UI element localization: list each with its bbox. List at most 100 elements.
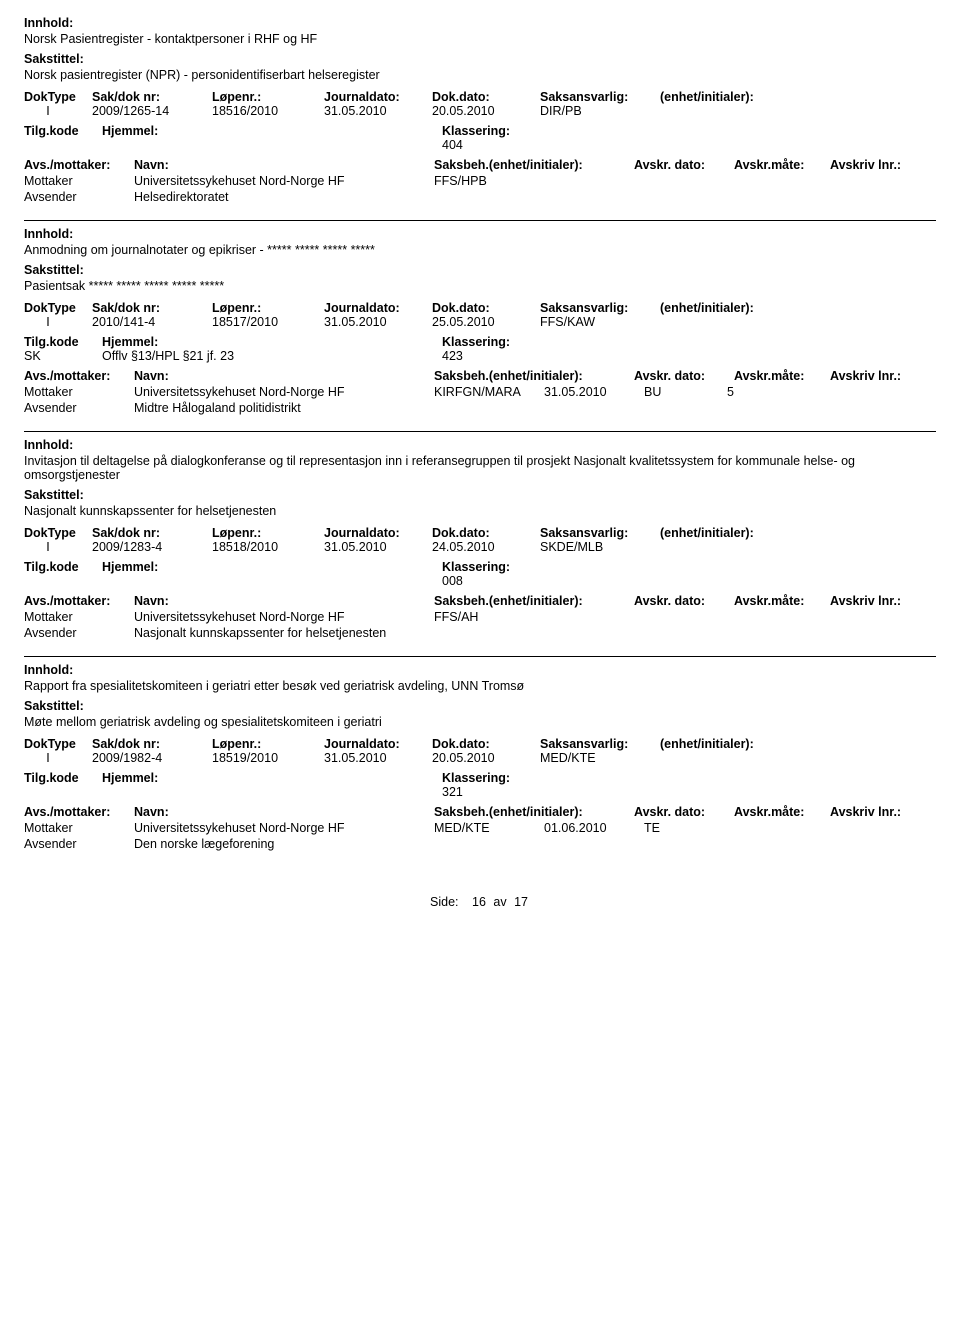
avskrivlnr-value [694,610,734,624]
sakstittel-value: Nasjonalt kunnskapssenter for helsetjene… [24,504,936,518]
jdato-value: 31.05.2010 [324,315,432,329]
footer-page-number: 16 [472,895,486,909]
saksbeh-label: Saksbeh.(enhet/initialer): [434,594,634,608]
avskrivlnr-label: Avskriv lnr.: [830,369,920,383]
sakdok-label: Sak/dok nr: [92,526,212,540]
meta-header-row: DokType Sak/dok nr: Løpenr.: Journaldato… [24,737,936,751]
avskrmate-label: Avskr.måte: [734,158,830,172]
avsender-name: Den norske lægeforening [134,837,434,851]
sakstittel-value: Møte mellom geriatrisk avdeling og spesi… [24,715,936,729]
jdato-label: Journaldato: [324,526,432,540]
saksansv-value: MED/KTE [540,751,660,765]
hjemmel-value [102,138,442,152]
klassering-value: 423 [442,349,562,363]
mottaker-role: Mottaker [24,174,134,188]
hjemmel-label: Hjemmel: [102,771,442,785]
ddato-value: 25.05.2010 [432,315,540,329]
tilgkode-value: SK [24,349,102,363]
mottaker-row: Mottaker Universitetssykehuset Nord-Norg… [24,174,936,188]
lopenr-label: Løpenr.: [212,301,324,315]
avskrivlnr-label: Avskriv lnr.: [830,594,920,608]
tilgkode-label: Tilg.kode [24,560,102,574]
saksansv-label: Saksansvarlig: [540,90,660,104]
meta-header-row: DokType Sak/dok nr: Løpenr.: Journaldato… [24,526,936,540]
sakdok-value: 2009/1283-4 [92,540,212,554]
saksbeh-value: MED/KTE [434,821,544,835]
doktype-label: DokType [24,301,92,315]
mottaker-name: Universitetssykehuset Nord-Norge HF [134,821,434,835]
journal-entry: Innhold: Invitasjon til deltagelse på di… [24,438,936,657]
innhold-label: Innhold: [24,16,936,30]
tilg-value-row: 321 [24,785,936,799]
avsender-row: Avsender Helsedirektoratet [24,190,936,204]
doktype-value: I [24,104,92,118]
sakstittel-value: Pasientsak ***** ***** ***** ***** ***** [24,279,936,293]
footer-total-pages: 17 [514,895,528,909]
avsender-role: Avsender [24,190,134,204]
avsender-row: Avsender Nasjonalt kunnskapssenter for h… [24,626,936,640]
hjemmel-label: Hjemmel: [102,124,442,138]
ddato-label: Dok.dato: [432,90,540,104]
lopenr-value: 18519/2010 [212,751,324,765]
party-header-row: Avs./mottaker: Navn: Saksbeh.(enhet/init… [24,805,936,819]
hjemmel-value [102,574,442,588]
avskrdato-label: Avskr. dato: [634,594,734,608]
jdato-value: 31.05.2010 [324,540,432,554]
innhold-label: Innhold: [24,663,936,677]
ddato-value: 20.05.2010 [432,104,540,118]
jdato-value: 31.05.2010 [324,751,432,765]
avskrivlnr-value [694,174,734,188]
avsmott-label: Avs./mottaker: [24,369,134,383]
doktype-value: I [24,751,92,765]
party-header-row: Avs./mottaker: Navn: Saksbeh.(enhet/init… [24,158,936,172]
ddato-label: Dok.dato: [432,737,540,751]
jdato-label: Journaldato: [324,737,432,751]
doktype-label: DokType [24,90,92,104]
avsmott-label: Avs./mottaker: [24,594,134,608]
tilg-value-row: 404 [24,138,936,152]
doktype-value: I [24,540,92,554]
sakdok-value: 2009/1265-14 [92,104,212,118]
meta-header-row: DokType Sak/dok nr: Løpenr.: Journaldato… [24,301,936,315]
avskrmate-value [644,174,694,188]
saksbeh-label: Saksbeh.(enhet/initialer): [434,158,634,172]
saksansv-value: DIR/PB [540,104,660,118]
tilg-value-row: 008 [24,574,936,588]
avsender-row: Avsender Midtre Hålogaland politidistrik… [24,401,936,415]
avskrmate-label: Avskr.måte: [734,805,830,819]
tilgkode-label: Tilg.kode [24,124,102,138]
meta-value-row: I 2009/1265-14 18516/2010 31.05.2010 20.… [24,104,936,118]
innhold-value: Invitasjon til deltagelse på dialogkonfe… [24,454,936,482]
jdato-value: 31.05.2010 [324,104,432,118]
meta-value-row: I 2009/1283-4 18518/2010 31.05.2010 24.0… [24,540,936,554]
avsender-role: Avsender [24,401,134,415]
lopenr-label: Løpenr.: [212,526,324,540]
avskrmate-label: Avskr.måte: [734,594,830,608]
saksansv-label: Saksansvarlig: [540,526,660,540]
footer-av-label: av [493,895,506,909]
hjemmel-value [102,785,442,799]
tilg-value-row: SK Offlv §13/HPL §21 jf. 23 423 [24,349,936,363]
saksansv-label: Saksansvarlig: [540,301,660,315]
saksansv-value: SKDE/MLB [540,540,660,554]
navn-label: Navn: [134,369,434,383]
lopenr-label: Løpenr.: [212,90,324,104]
tilg-header-row: Tilg.kode Hjemmel: Klassering: [24,335,936,349]
journal-entry: Innhold: Norsk Pasientregister - kontakt… [24,16,936,221]
tilgkode-label: Tilg.kode [24,771,102,785]
tilgkode-value [24,574,102,588]
page-footer: Side: 16 av 17 [24,895,936,909]
sakstittel-label: Sakstittel: [24,52,936,66]
doktype-value: I [24,315,92,329]
ddato-value: 20.05.2010 [432,751,540,765]
lopenr-value: 18516/2010 [212,104,324,118]
saksansv-value: FFS/KAW [540,315,660,329]
meta-header-row: DokType Sak/dok nr: Løpenr.: Journaldato… [24,90,936,104]
meta-value-row: I 2009/1982-4 18519/2010 31.05.2010 20.0… [24,751,936,765]
sakdok-value: 2009/1982-4 [92,751,212,765]
doktype-label: DokType [24,526,92,540]
tilg-header-row: Tilg.kode Hjemmel: Klassering: [24,124,936,138]
jdato-label: Journaldato: [324,90,432,104]
hjemmel-value: Offlv §13/HPL §21 jf. 23 [102,349,442,363]
avsmott-label: Avs./mottaker: [24,805,134,819]
